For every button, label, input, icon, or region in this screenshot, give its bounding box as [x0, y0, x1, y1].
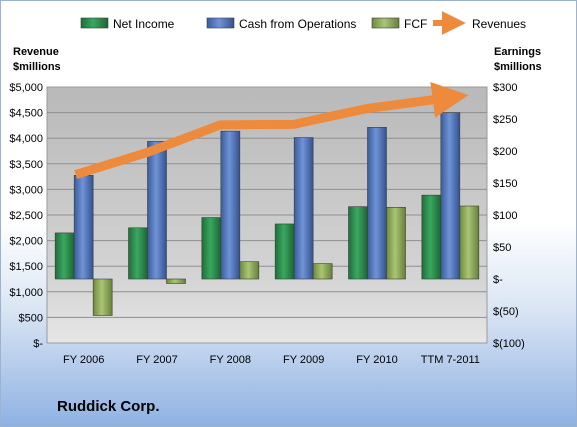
legend-label: Cash from Operations	[239, 17, 356, 31]
right-axis: $(100) $(50) $- $50 $100 $150 $200 $250 $300	[493, 82, 525, 350]
fcf-bar	[459, 205, 480, 280]
left-tick-label: $4,500	[9, 108, 43, 120]
left-tick-label: $2,000	[9, 236, 43, 248]
fcf-bar	[386, 207, 406, 280]
right-tick-label: $(100)	[493, 338, 525, 350]
legend-label: Net Income	[113, 17, 175, 31]
cash-from-operations-bar	[73, 175, 94, 280]
revenue-line-path	[74, 81, 469, 179]
right-axis-title: $millions	[494, 61, 542, 73]
category-label: FY 2007	[136, 354, 177, 366]
fcf-bar	[92, 278, 113, 316]
fcf-bar	[239, 261, 260, 280]
net-income-bar	[128, 227, 148, 280]
cash-from-operations-bar	[147, 141, 167, 280]
legend-swatch	[206, 17, 235, 29]
legend: Net Income Cash from Operations FCF Revenue…	[80, 11, 526, 35]
category-label: FY 2010	[356, 354, 397, 366]
left-tick-label: $1,500	[9, 261, 43, 273]
cash-from-operations-bar	[367, 127, 387, 280]
left-tick-label: $3,500	[9, 159, 43, 171]
right-tick-label: $150	[493, 178, 517, 190]
right-tick-label: $(50)	[493, 306, 519, 318]
legend-swatch	[80, 17, 109, 29]
right-tick-label: $-	[493, 274, 503, 286]
revenue-line	[74, 81, 469, 179]
category-label: FY 2006	[63, 354, 104, 366]
left-axis-title: Revenue	[13, 46, 59, 58]
right-axis-title: Earnings	[494, 46, 541, 58]
right-tick-label: $50	[493, 242, 511, 254]
category-label: FY 2009	[283, 354, 324, 366]
cash-from-operations-bar	[293, 137, 314, 280]
net-income-bar	[274, 223, 295, 280]
gridlines	[47, 112, 487, 318]
fcf-bar	[312, 263, 333, 280]
right-tick-label: $100	[493, 210, 517, 222]
left-axis: $- $500 $1,000 $1,500 $2,000 $2,500 $3,000 $3,5…	[9, 82, 43, 350]
bars	[54, 112, 480, 316]
legend-swatch	[371, 17, 400, 29]
net-income-bar	[54, 232, 75, 280]
cash-from-operations-bar	[220, 130, 241, 280]
net-income-bar	[201, 217, 222, 280]
left-tick-label: $1,000	[9, 287, 43, 299]
cash-from-operations-bar	[440, 112, 461, 280]
category-axis: FY 2006 FY 2007 FY 2008 FY 2009 FY 2010 TTM 7…	[63, 354, 480, 366]
left-tick-label: $3,000	[9, 184, 43, 196]
category-label: TTM 7-2011	[421, 354, 480, 366]
net-income-bar	[348, 206, 368, 280]
left-tick-label: $5,000	[9, 82, 43, 94]
legend-label: FCF	[404, 17, 427, 31]
right-tick-label: $200	[493, 146, 517, 158]
left-tick-label: $4,000	[9, 133, 43, 145]
net-income-bar	[421, 194, 442, 280]
left-tick-label: $500	[19, 312, 43, 324]
fcf-bar	[166, 278, 186, 284]
company-name: Ruddick Corp.	[57, 398, 160, 415]
legend-label: Revenues	[472, 17, 526, 31]
left-tick-label: $2,500	[9, 210, 43, 222]
left-tick-label: $-	[33, 338, 43, 350]
category-label: FY 2008	[210, 354, 251, 366]
left-axis-title: $millions	[13, 61, 61, 73]
right-tick-label: $300	[493, 82, 517, 94]
right-tick-label: $250	[493, 114, 517, 126]
